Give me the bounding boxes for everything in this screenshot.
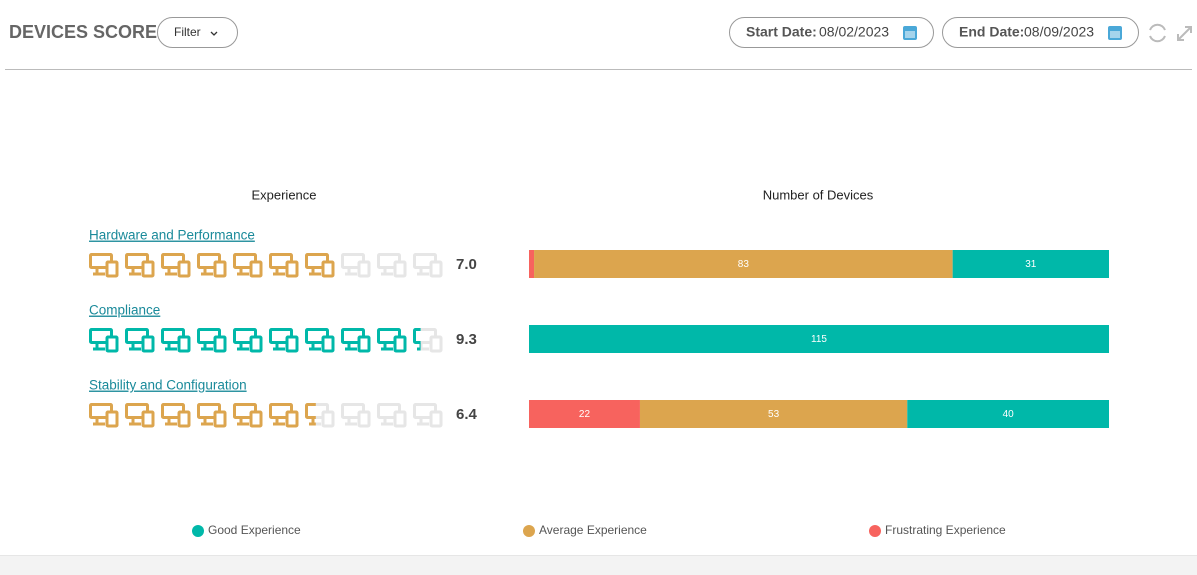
refresh-button[interactable] bbox=[1149, 23, 1166, 43]
score-icon bbox=[341, 403, 371, 428]
column-title: Number of Devices bbox=[763, 187, 874, 202]
score-icon bbox=[305, 328, 335, 353]
end-date-value: 08/09/2023 bbox=[1024, 24, 1094, 40]
score-icon bbox=[197, 403, 227, 428]
icon-empty bbox=[341, 253, 371, 278]
bar-label: 53 bbox=[768, 409, 780, 420]
icon-filled bbox=[89, 253, 119, 278]
icon-filled bbox=[197, 403, 227, 428]
icon-filled bbox=[161, 403, 191, 428]
bar-label: 83 bbox=[738, 259, 750, 270]
score-icon bbox=[377, 328, 407, 353]
category-link[interactable]: Hardware and Performance bbox=[89, 228, 255, 243]
legend-swatch bbox=[192, 525, 204, 537]
end-date-button[interactable]: End Date: 08/09/2023 bbox=[942, 17, 1139, 48]
score-icon bbox=[233, 253, 263, 278]
footer-band bbox=[0, 555, 1197, 575]
score-icon bbox=[89, 403, 119, 428]
score-icon bbox=[341, 253, 371, 278]
legend-label: Frustrating Experience bbox=[885, 523, 1006, 537]
icon-filled bbox=[269, 403, 299, 428]
score-icon bbox=[161, 253, 191, 278]
score-icon bbox=[269, 253, 299, 278]
icon-filled bbox=[269, 328, 299, 353]
score-icon bbox=[89, 328, 119, 353]
score-icon bbox=[377, 403, 407, 428]
category-link[interactable]: Stability and Configuration bbox=[89, 378, 247, 393]
score-icon bbox=[413, 328, 443, 353]
legend-label: Good Experience bbox=[208, 523, 301, 537]
icon-filled bbox=[269, 253, 299, 278]
icon-filled bbox=[197, 253, 227, 278]
bar-segment bbox=[952, 250, 1109, 278]
bar-segment bbox=[529, 400, 640, 428]
score-icon bbox=[89, 253, 119, 278]
score-icon bbox=[233, 328, 263, 353]
legend-swatch bbox=[869, 525, 881, 537]
score-icon bbox=[413, 253, 443, 278]
bar-segment bbox=[639, 400, 908, 428]
bar-label: 40 bbox=[1003, 409, 1015, 420]
icon-filled bbox=[197, 328, 227, 353]
score-value: 6.4 bbox=[456, 406, 478, 423]
score-icon bbox=[377, 253, 407, 278]
icon-empty bbox=[413, 403, 443, 428]
bar-segment bbox=[529, 325, 1109, 353]
score-icon bbox=[305, 253, 335, 278]
filter-button[interactable]: Filter bbox=[157, 17, 238, 48]
score-icon bbox=[197, 328, 227, 353]
bar-segment bbox=[534, 250, 953, 278]
filter-label[interactable]: Filter bbox=[174, 25, 201, 39]
icon-filled bbox=[89, 328, 119, 353]
start-date-button[interactable]: Start Date: 08/02/2023 bbox=[729, 17, 934, 48]
score-icon bbox=[125, 403, 155, 428]
score-icon bbox=[413, 403, 443, 428]
score-value: 9.3 bbox=[456, 331, 477, 348]
icon-filled bbox=[305, 253, 335, 278]
score-icon bbox=[305, 403, 335, 428]
score-icon bbox=[197, 253, 227, 278]
end-date-label: End Date: bbox=[959, 24, 1024, 40]
icon-filled bbox=[233, 253, 263, 278]
column-title: Experience bbox=[251, 187, 316, 202]
bar-label: 31 bbox=[1025, 259, 1037, 270]
legend-swatch bbox=[523, 525, 535, 537]
score-icon bbox=[269, 328, 299, 353]
bar-label: 115 bbox=[811, 334, 827, 345]
bar-segment bbox=[907, 400, 1109, 428]
icon-filled bbox=[89, 403, 119, 428]
icon-filled bbox=[161, 253, 191, 278]
score-icon bbox=[125, 328, 155, 353]
icon-empty bbox=[377, 253, 407, 278]
bar-segment bbox=[529, 250, 535, 278]
icon-filled bbox=[125, 328, 155, 353]
icon-filled bbox=[233, 328, 263, 353]
icon-filled bbox=[305, 328, 335, 353]
score-icon bbox=[341, 328, 371, 353]
icon-filled bbox=[341, 328, 371, 353]
icon-filled bbox=[161, 328, 191, 353]
start-date-label: Start Date: bbox=[746, 24, 817, 40]
icon-filled bbox=[125, 403, 155, 428]
score-icon bbox=[161, 328, 191, 353]
legend-label: Average Experience bbox=[539, 523, 647, 537]
score-icon bbox=[233, 403, 263, 428]
score-icon bbox=[161, 403, 191, 428]
icon-filled bbox=[233, 403, 263, 428]
score-value: 7.0 bbox=[456, 256, 477, 273]
icon-filled bbox=[125, 253, 155, 278]
expand-button[interactable] bbox=[1177, 26, 1192, 41]
category-link[interactable]: Compliance bbox=[89, 303, 160, 318]
start-date-value: 08/02/2023 bbox=[819, 24, 889, 40]
icon-empty bbox=[413, 253, 443, 278]
bar-label: 22 bbox=[579, 409, 591, 420]
icon-empty bbox=[341, 403, 371, 428]
score-icon bbox=[125, 253, 155, 278]
icon-empty bbox=[377, 403, 407, 428]
icon-filled bbox=[377, 328, 407, 353]
widget-title: DEVICES SCORE bbox=[9, 22, 157, 42]
score-icon bbox=[269, 403, 299, 428]
